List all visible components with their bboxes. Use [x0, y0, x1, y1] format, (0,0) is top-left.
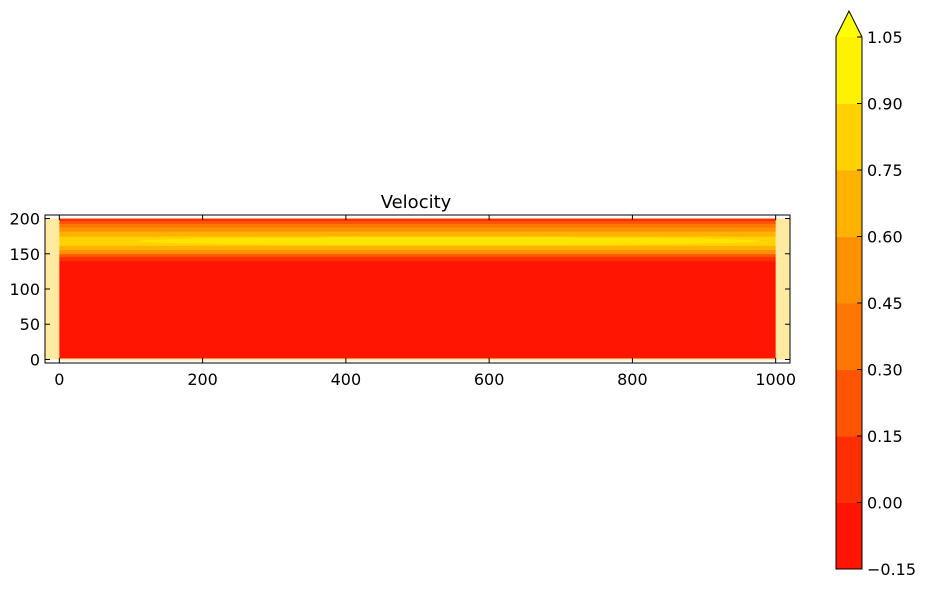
colorbar-extend-arrow: [836, 11, 862, 37]
velocity-band: [59, 231, 776, 237]
velocity-band: [59, 245, 776, 251]
colorbar-segment: [836, 369, 862, 437]
x-tick-label: 400: [331, 370, 362, 389]
velocity-core: [138, 236, 762, 246]
velocity-band: [59, 220, 776, 224]
colorbar-segment: [836, 103, 862, 171]
colorbar-segment: [836, 303, 862, 370]
x-tick-label: 200: [187, 370, 218, 389]
velocity-band: [59, 256, 776, 262]
colorbar: −0.15 0.00 0.15 0.30 0.45 0.60 0.75 0.90 1.05: [835, 9, 916, 579]
velocity-band: [59, 249, 776, 255]
y-tick-label: 150: [9, 245, 40, 264]
colorbar-segment: [836, 436, 862, 503]
colorbar-segment: [836, 170, 862, 237]
colorbar-tick-label: 0.00: [867, 494, 903, 513]
x-tick-label: 800: [617, 370, 648, 389]
colorbar-tick-label: 0.15: [867, 427, 903, 446]
y-tick-label: 100: [9, 280, 40, 299]
colorbar-tick-label: 0.90: [867, 95, 903, 114]
y-axis: 0 50 100 150 200: [9, 210, 790, 369]
colorbar-tick-label: 0.30: [867, 361, 903, 380]
colorbar-tick-label: 0.45: [867, 294, 903, 313]
colorbar-segment: [836, 502, 862, 570]
y-tick-label: 0: [30, 350, 40, 369]
colorbar-tick-label: −0.15: [867, 560, 916, 579]
x-tick-label: 0: [54, 370, 64, 389]
y-tick-label: 50: [20, 315, 40, 334]
velocity-band: [59, 223, 776, 228]
colorbar-tick-label: 0.60: [867, 228, 903, 247]
colorbar-tick-label: 1.05: [867, 28, 903, 47]
velocity-band: [59, 260, 776, 360]
velocity-band: [59, 218, 776, 222]
velocity-band: [59, 226, 776, 232]
velocity-band: [59, 253, 776, 258]
colorbar-segment: [836, 37, 862, 104]
plot-area: [44, 214, 791, 364]
x-tick-label: 1000: [755, 370, 796, 389]
x-axis: 0 200 400 600 800 1000: [54, 215, 796, 389]
chart-title: Velocity: [381, 192, 452, 213]
x-tick-label: 600: [474, 370, 505, 389]
bottom-wall: [59, 358, 776, 361]
y-tick-label: 200: [9, 210, 40, 229]
colorbar-tick-label: 0.75: [867, 161, 903, 180]
colorbar-segment: [836, 236, 862, 304]
